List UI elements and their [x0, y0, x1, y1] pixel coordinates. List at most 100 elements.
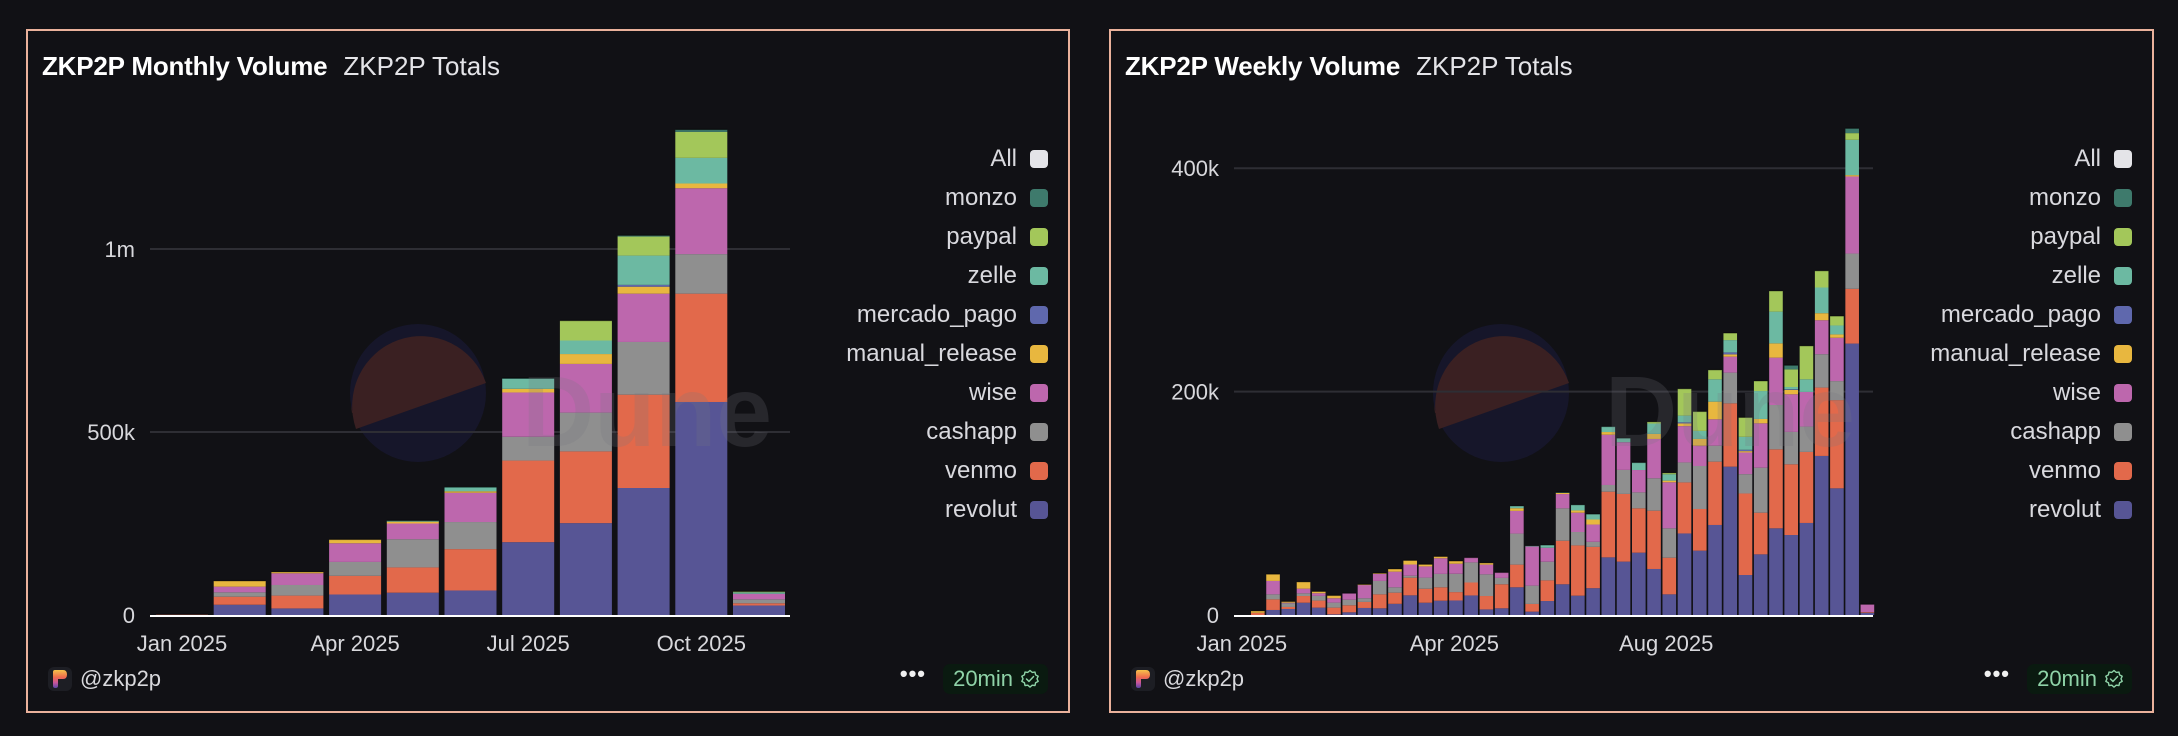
bar-segment-zelle[interactable]	[1799, 379, 1814, 392]
bar-segment-cashapp[interactable]	[329, 561, 382, 576]
bar-segment-manual-release[interactable]	[1601, 432, 1616, 435]
bar-segment-cashapp[interactable]	[617, 341, 670, 395]
bar-segment-wise[interactable]	[1738, 452, 1753, 475]
bar-stack[interactable]	[1464, 556, 1478, 615]
bar-stack[interactable]	[1662, 471, 1677, 615]
bar-stack[interactable]	[1342, 592, 1357, 615]
bar-segment-cashapp[interactable]	[1845, 253, 1859, 289]
bar-segment-revolut[interactable]	[444, 590, 497, 615]
bar-segment-manual-release[interactable]	[1708, 401, 1722, 420]
bar-segment-zelle[interactable]	[1540, 545, 1555, 548]
bar-segment-manual-release[interactable]	[1403, 560, 1417, 565]
bar-segment-paypal[interactable]	[1692, 411, 1707, 431]
bar-segment-zelle[interactable]	[1845, 139, 1859, 176]
bar-segment-revolut[interactable]	[329, 594, 382, 615]
bar-segment-manual-release[interactable]	[1266, 574, 1280, 581]
bar-segment-venmo[interactable]	[1845, 288, 1859, 344]
bar-stack[interactable]	[1525, 544, 1539, 615]
bar-stack[interactable]	[1692, 410, 1707, 615]
bar-segment-cashapp[interactable]	[1769, 405, 1783, 450]
bar-segment-manual-release[interactable]	[1296, 581, 1311, 589]
bar-segment-cashapp[interactable]	[1616, 469, 1631, 494]
bar-segment-venmo[interactable]	[1510, 564, 1524, 588]
bar-segment-zelle[interactable]	[675, 157, 728, 184]
bar-segment-manual-release[interactable]	[386, 521, 439, 524]
bar-stack[interactable]	[1433, 555, 1448, 615]
bar-segment-manual-release[interactable]	[329, 539, 382, 544]
bar-segment-venmo[interactable]	[1769, 449, 1783, 529]
more-options-button[interactable]: •••	[899, 661, 926, 686]
bar-segment-zelle[interactable]	[1632, 462, 1646, 471]
bar-segment-venmo[interactable]	[1601, 491, 1616, 558]
bar-segment-zelle[interactable]	[1616, 438, 1631, 443]
legend-item-monzo[interactable]: monzo	[1930, 178, 2132, 217]
bar-segment-paypal[interactable]	[733, 591, 785, 593]
bar-stack[interactable]	[1311, 590, 1326, 615]
bar-stack[interactable]	[559, 319, 612, 615]
bar-segment-cashapp[interactable]	[1708, 445, 1722, 462]
bar-segment-revolut[interactable]	[1845, 343, 1859, 615]
bar-segment-zelle[interactable]	[1510, 505, 1524, 509]
bar-stack[interactable]	[1555, 491, 1570, 615]
bar-segment-wise[interactable]	[1464, 557, 1478, 563]
bar-segment-wise[interactable]	[733, 593, 785, 600]
bar-stack[interactable]	[617, 234, 670, 615]
bar-segment-wise[interactable]	[502, 392, 555, 437]
legend-item-mercado-pago[interactable]: mercado_pago	[846, 295, 1048, 334]
bar-segment-wise[interactable]	[1601, 434, 1616, 485]
bar-segment-zelle[interactable]	[1723, 340, 1738, 353]
bar-segment-cashapp[interactable]	[1479, 574, 1494, 597]
bar-segment-cashapp[interactable]	[1327, 602, 1341, 608]
legend-item-all[interactable]: All	[1930, 139, 2132, 178]
bar-segment-paypal[interactable]	[1845, 133, 1859, 140]
bar-segment-manual-release[interactable]	[1372, 573, 1387, 574]
bar-segment-manual-release[interactable]	[675, 183, 728, 189]
bar-segment-cashapp[interactable]	[1464, 562, 1478, 583]
bar-segment-venmo[interactable]	[1540, 580, 1555, 602]
bar-segment-cashapp[interactable]	[1311, 595, 1326, 601]
bar-segment-venmo[interactable]	[1784, 464, 1798, 536]
bar-segment-cashapp[interactable]	[1814, 354, 1829, 388]
bar-segment-monzo[interactable]	[617, 235, 670, 237]
bar-segment-cashapp[interactable]	[1433, 573, 1448, 588]
bar-segment-cashapp[interactable]	[1510, 533, 1524, 565]
bar-segment-cashapp[interactable]	[1753, 467, 1768, 513]
bar-segment-revolut[interactable]	[502, 542, 555, 615]
bar-segment-cashapp[interactable]	[1525, 585, 1539, 604]
bar-segment-paypal[interactable]	[1830, 316, 1844, 326]
bar-segment-cashapp[interactable]	[1647, 478, 1661, 511]
bar-segment-revolut[interactable]	[1632, 552, 1646, 615]
bar-segment-venmo[interactable]	[502, 460, 555, 543]
bar-segment-revolut[interactable]	[1662, 594, 1677, 615]
bar-segment-revolut[interactable]	[1494, 608, 1509, 615]
bar-segment-zelle[interactable]	[559, 340, 612, 355]
bar-segment-revolut[interactable]	[271, 608, 324, 615]
bar-segment-manual-release[interactable]	[502, 388, 555, 393]
legend-item-revolut[interactable]: revolut	[846, 490, 1048, 529]
bar-segment-wise[interactable]	[1647, 438, 1661, 479]
bar-segment-revolut[interactable]	[1296, 602, 1311, 615]
bar-segment-manual-release[interactable]	[1723, 354, 1738, 357]
bar-segment-manual-release[interactable]	[1571, 510, 1585, 513]
bar-segment-manual-release[interactable]	[1814, 313, 1829, 321]
bar-segment-revolut[interactable]	[1814, 455, 1829, 615]
bar-segment-revolut[interactable]	[1616, 561, 1631, 615]
bar-segment-wise[interactable]	[1860, 604, 1875, 613]
bar-segment-cashapp[interactable]	[1342, 599, 1357, 606]
bar-segment-cashapp[interactable]	[213, 592, 266, 597]
bar-segment-manual-release[interactable]	[1357, 584, 1372, 586]
bar-segment-wise[interactable]	[617, 293, 670, 342]
bar-segment-manual-release[interactable]	[1784, 389, 1798, 395]
bar-segment-wise[interactable]	[1632, 470, 1646, 493]
more-options-button[interactable]: •••	[1983, 661, 2010, 686]
bar-stack[interactable]	[1281, 600, 1296, 615]
bar-segment-venmo[interactable]	[1860, 612, 1875, 613]
bar-segment-mercado-pago[interactable]	[1738, 449, 1753, 452]
legend-item-mercado-pago[interactable]: mercado_pago	[1930, 295, 2132, 334]
bar-segment-manual-release[interactable]	[1677, 423, 1692, 427]
bar-segment-paypal[interactable]	[1738, 417, 1753, 437]
bar-segment-manual-release[interactable]	[1830, 334, 1844, 338]
bar-segment-revolut[interactable]	[1525, 611, 1539, 615]
legend-item-zelle[interactable]: zelle	[1930, 256, 2132, 295]
bar-stack[interactable]	[502, 377, 555, 615]
